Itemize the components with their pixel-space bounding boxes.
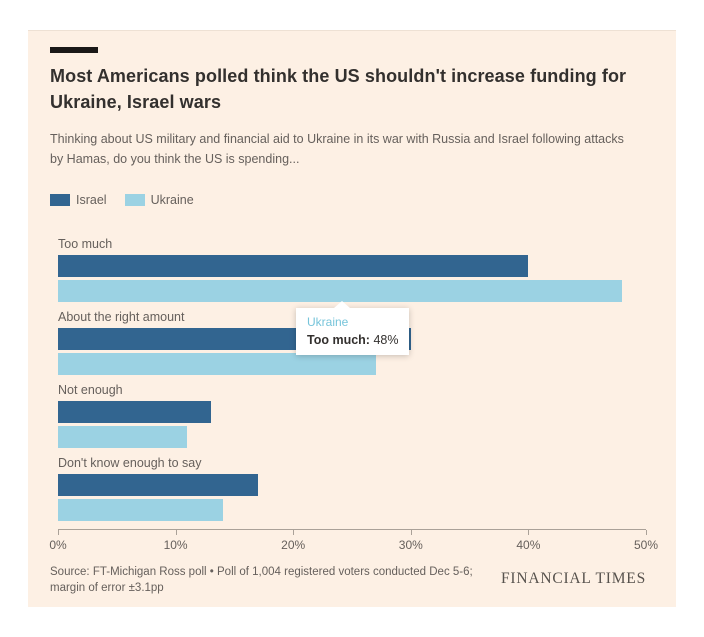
tooltip-category-label: Too much: — [307, 332, 370, 347]
bar-israel[interactable] — [58, 473, 258, 496]
legend-swatch-ukraine — [124, 193, 145, 206]
tooltip-value: 48% — [373, 332, 399, 347]
chart-title: Most Americans polled think the US shoul… — [50, 66, 627, 113]
x-axis: 0% 10% 20% 30% 40% 50% — [49, 528, 658, 555]
bar-ukraine[interactable] — [58, 498, 223, 521]
legend: Israel Ukraine — [50, 193, 646, 207]
axis-tick-label: 50% — [633, 537, 659, 552]
legend-label: Israel — [76, 192, 107, 207]
bar-group: Not enough — [58, 383, 646, 448]
legend-swatch-israel — [50, 193, 70, 206]
axis-tick — [646, 529, 647, 535]
axis-tick — [293, 529, 295, 535]
footer: Source: FT-Michigan Ross poll • Poll of … — [50, 564, 646, 597]
category-label: Not enough — [58, 382, 123, 397]
tooltip: Ukraine Too much: 48% — [296, 301, 410, 355]
axis-tick — [58, 529, 59, 535]
axis-tick-label: 20% — [281, 537, 306, 552]
axis-tick-label: 30% — [398, 537, 423, 552]
category-label: About the right amount — [58, 309, 185, 324]
legend-label: Ukraine — [150, 192, 194, 207]
legend-item-ukraine: Ukraine — [124, 192, 194, 207]
bar-group: Too much — [58, 237, 646, 302]
bar-ukraine[interactable] — [58, 352, 376, 375]
accent-bar — [50, 47, 98, 53]
financial-times-logo: FINANCIAL TIMES — [500, 570, 646, 587]
bar-israel[interactable] — [58, 254, 529, 277]
axis-tick — [410, 529, 412, 535]
bar-israel[interactable] — [58, 400, 211, 423]
source-note: Source: FT-Michigan Ross poll • Poll of … — [50, 565, 473, 595]
bar-ukraine[interactable] — [58, 279, 623, 302]
chart-subtitle: Thinking about US military and financial… — [50, 132, 624, 166]
axis-tick — [528, 529, 530, 535]
axis-tick — [175, 529, 177, 535]
plot-area: Too much About the right amount Not enough… — [49, 237, 658, 555]
bar-group: Don't know enough to say — [58, 456, 646, 521]
tooltip-value-line: Too much: 48% — [307, 333, 398, 347]
axis-tick-label: 0% — [49, 537, 67, 552]
axis-tick-label: 40% — [516, 537, 541, 552]
tooltip-series-name: Ukraine — [307, 315, 349, 329]
category-label: Too much — [58, 236, 113, 251]
legend-item-israel: Israel — [50, 193, 107, 207]
category-label: Don't know enough to say — [58, 455, 202, 470]
axis-tick-label: 10% — [163, 537, 188, 552]
bar-ukraine[interactable] — [58, 425, 188, 448]
chart-card: Most Americans polled think the US shoul… — [28, 30, 676, 607]
